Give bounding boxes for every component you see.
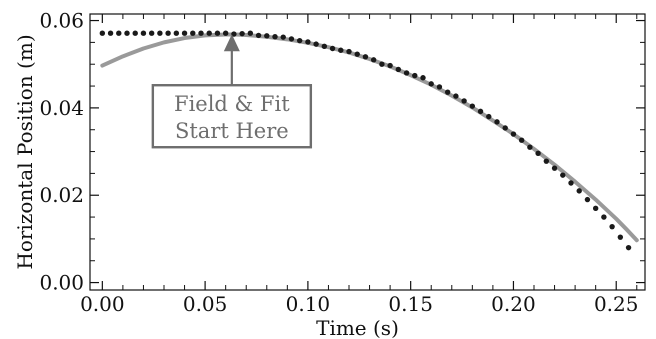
data-point [99,30,106,36]
data-point [272,34,278,40]
data-point [412,72,418,79]
ticks: 0.00 0.05 0.10 0.15 0.20 0.25 0.00 0.02 0.04 0.06 [39,9,645,316]
data-point [338,47,344,53]
data-point [436,84,443,90]
annotation-box [151,84,313,149]
data-point [617,234,624,240]
data-point [173,30,180,36]
data-point [568,180,574,186]
data-point [354,51,360,57]
data-point [444,89,451,95]
fit-line [100,32,639,243]
data-point [140,30,147,36]
data-point [198,30,204,36]
data-point [148,30,155,36]
data-point [477,108,484,115]
data-point [247,30,254,36]
data-point [428,81,434,87]
data-point [222,30,229,36]
x-axis-label: Time (s) [316,316,399,339]
data-point [527,144,533,150]
x-tick-label: 0.20 [491,292,536,316]
data-point [403,70,410,76]
data-point [296,37,303,44]
data-point [132,30,138,36]
data-point [551,165,558,171]
data-point [362,54,369,60]
data-point [206,30,212,36]
y-tick-label: 0.04 [39,96,84,120]
data-point [116,30,122,36]
x-tick-label: 0.10 [286,292,331,316]
data-point [190,30,196,36]
data-point [510,131,517,137]
data-point [305,39,311,45]
data-point [214,30,221,36]
x-tick-label: 0.15 [388,292,433,316]
data-point [543,158,550,164]
data-point [231,31,237,37]
y-axis-label: Horizontal Position (m) [13,34,37,269]
data-point [625,244,632,251]
data-point [535,150,541,157]
data-point [255,32,262,39]
annotation-line-2: Start Here [175,119,289,143]
y-tick-label: 0.00 [39,271,84,295]
data-point [107,30,114,36]
data-point [395,66,402,73]
data-point [584,196,591,203]
data-point [181,30,188,36]
data-point [387,62,393,69]
data-point [288,36,295,42]
data-point [560,172,566,178]
annotation-line-1: Field & Fit [174,92,290,116]
data-point [469,103,476,109]
annotation: Field & Fit Start Here [151,34,313,149]
data-point [461,98,467,104]
data-points [99,30,632,251]
data-point [494,119,500,125]
y-tick-label: 0.06 [39,9,84,33]
data-point [518,137,525,143]
data-point [370,57,377,63]
data-point [313,41,319,47]
data-point [576,188,582,194]
data-point [264,33,270,39]
fit-line-group [100,32,639,243]
x-tick-label: 0.05 [183,292,228,316]
y-tick-label: 0.02 [39,183,84,207]
data-point [165,30,171,36]
data-point [239,30,245,37]
x-tick-label: 0.25 [594,292,639,316]
data-point [329,45,336,52]
data-point [486,113,492,120]
data-point [453,93,459,99]
data-point [124,30,130,36]
data-point [379,61,385,67]
data-point [280,34,286,40]
data-point [502,125,508,131]
annotation-arrowhead [223,34,240,52]
data-point [157,30,163,36]
data-point [601,214,607,220]
data-point [592,205,599,212]
data-point [346,48,352,55]
data-point [321,43,328,50]
data-point [420,75,426,81]
data-point [609,223,615,230]
x-tick-label: 0.00 [80,292,125,316]
